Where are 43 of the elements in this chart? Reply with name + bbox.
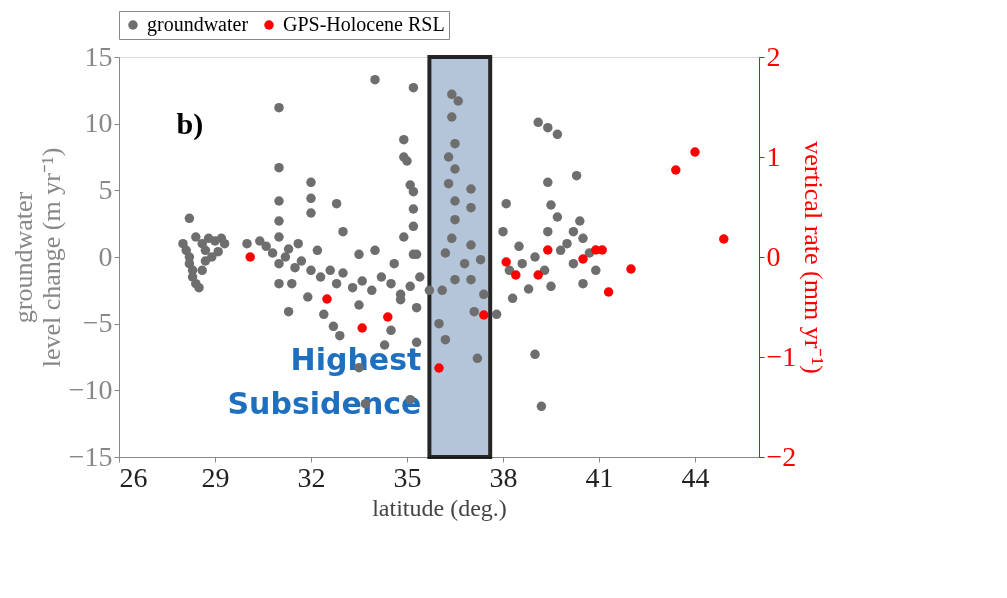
y-tick-label: 10 [84, 107, 113, 139]
point [383, 312, 393, 322]
point [357, 323, 367, 333]
x-tick-label: 32 [297, 461, 326, 493]
y-tick-label: −15 [68, 440, 113, 472]
y2-tick-label: −2 [766, 440, 797, 472]
y2-tick-label: 0 [766, 240, 781, 272]
legend-label: GPS-Holocene RSL [283, 13, 445, 35]
point [719, 234, 729, 244]
point [434, 363, 444, 373]
y-tick-label: 0 [98, 240, 113, 272]
x-tick-label: 26 [119, 461, 148, 493]
y-tick-label: 5 [98, 173, 113, 205]
point [671, 165, 681, 175]
y2-tick-label: −1 [766, 340, 797, 372]
y-tick-label: −10 [68, 373, 113, 405]
x-tick-label: 41 [585, 461, 614, 493]
band-label: Highest Subsidence [227, 342, 422, 421]
y-tick-label: 15 [84, 40, 113, 72]
point [511, 270, 521, 280]
point [690, 147, 700, 157]
point [479, 310, 489, 320]
x-tick-label: 35 [393, 461, 422, 493]
x-tick-label: 44 [681, 461, 710, 493]
y2-axis-title: vertical rate (mm yr⁻¹) [799, 141, 829, 374]
point [543, 245, 553, 255]
annotation: b) [176, 107, 204, 141]
point [626, 264, 636, 274]
y2-tick-label: 1 [766, 140, 781, 172]
x-tick-label: 38 [489, 461, 518, 493]
point [603, 287, 614, 297]
point [501, 257, 511, 267]
point [533, 270, 543, 280]
x-tick-label: 29 [201, 461, 230, 493]
point [245, 252, 255, 262]
y2-tick-label: 2 [766, 40, 781, 72]
legend-label: groundwater [147, 13, 249, 36]
point [578, 254, 588, 264]
point [322, 294, 332, 304]
point [597, 245, 607, 255]
y-tick-label: −5 [82, 307, 113, 339]
x-axis-title: latitude (deg.) [372, 494, 507, 521]
y-axis-title: groundwater level change (m yr⁻¹) [8, 147, 66, 368]
